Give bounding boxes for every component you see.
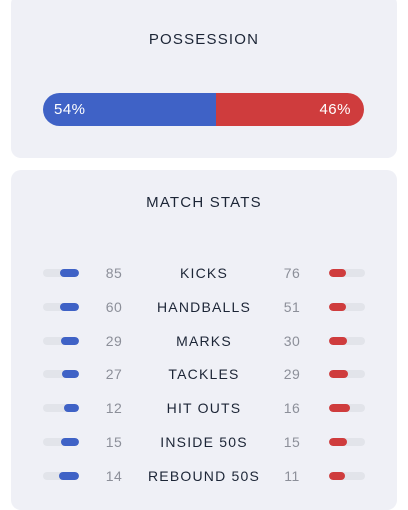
stat-row: 12 HIT OUTS 16 xyxy=(11,399,397,419)
possession-home-label: 54% xyxy=(54,101,86,118)
stat-label: TACKLES xyxy=(168,366,240,383)
stat-row: 29 MARKS 30 xyxy=(11,332,397,352)
away-stat-bar xyxy=(329,404,365,413)
home-stat-bar xyxy=(43,438,79,446)
away-stat-bar xyxy=(329,269,365,277)
stat-row: 60 HANDBALLS 51 xyxy=(11,298,397,318)
home-stat-value: 85 xyxy=(105,265,123,281)
home-stat-value: 29 xyxy=(105,332,123,349)
stat-row: 85 KICKS 76 xyxy=(11,264,397,284)
stat-row: 15 INSIDE 50S 15 xyxy=(11,433,397,453)
away-stat-bar-fill xyxy=(329,471,345,480)
away-stat-bar-fill xyxy=(329,404,350,413)
away-stat-bar-fill xyxy=(329,370,348,379)
home-stat-bar-fill xyxy=(61,336,79,345)
possession-bar: 54% 46% xyxy=(43,93,364,126)
away-stat-bar-fill xyxy=(329,336,348,345)
home-stat-value: 60 xyxy=(105,298,123,315)
match-stats-title: MATCH STATS xyxy=(146,194,262,211)
home-stat-bar-fill xyxy=(63,404,79,413)
home-stat-value: 14 xyxy=(105,467,123,484)
away-stat-value: 30 xyxy=(283,332,301,349)
stat-label: REBOUND 50S xyxy=(147,467,260,484)
away-stat-value: 29 xyxy=(283,366,301,383)
away-stat-bar-fill xyxy=(329,269,346,277)
home-stat-bar xyxy=(43,336,79,345)
away-stat-bar xyxy=(329,370,365,379)
possession-card: POSSESSION 54% 46% xyxy=(11,0,397,158)
away-stat-bar-fill xyxy=(329,438,347,446)
home-stat-value: 12 xyxy=(105,400,123,417)
away-stat-bar xyxy=(329,302,365,311)
home-stat-bar xyxy=(43,302,79,311)
away-stat-bar xyxy=(329,438,365,446)
stat-label: MARKS xyxy=(176,332,232,349)
home-stat-bar-fill xyxy=(61,370,79,379)
match-stats-card: MATCH STATS 85 KICKS 76 60 HANDBALLS 51 29 MARK… xyxy=(11,170,397,510)
away-stat-value: 51 xyxy=(283,298,301,315)
home-stat-bar-fill xyxy=(59,302,79,311)
stat-label: INSIDE 50S xyxy=(160,434,248,450)
home-stat-bar-fill xyxy=(60,269,79,277)
home-stat-bar xyxy=(43,269,79,277)
away-stat-value: 16 xyxy=(283,400,301,417)
home-stat-bar-fill xyxy=(58,471,79,480)
stat-label: HIT OUTS xyxy=(166,400,242,417)
away-stat-bar xyxy=(329,471,365,480)
away-stat-bar xyxy=(329,336,365,345)
possession-home-segment: 54% xyxy=(43,93,217,126)
stat-row: 27 TACKLES 29 xyxy=(11,365,397,385)
away-stat-bar-fill xyxy=(329,302,346,311)
home-stat-bar-fill xyxy=(61,438,79,446)
possession-away-label: 46% xyxy=(319,101,351,118)
away-stat-value: 15 xyxy=(283,434,301,450)
stat-label: HANDBALLS xyxy=(156,298,252,315)
home-stat-bar xyxy=(43,370,79,379)
away-stat-value: 11 xyxy=(284,467,300,484)
home-stat-value: 27 xyxy=(105,366,123,383)
home-stat-bar xyxy=(43,471,79,480)
stat-label: KICKS xyxy=(179,265,228,281)
possession-title: POSSESSION xyxy=(148,31,260,48)
stat-row: 14 REBOUND 50S 11 xyxy=(11,467,397,487)
home-stat-bar xyxy=(43,404,79,413)
home-stat-value: 15 xyxy=(105,434,123,450)
possession-away-segment: 46% xyxy=(216,93,364,126)
away-stat-value: 76 xyxy=(283,265,301,281)
